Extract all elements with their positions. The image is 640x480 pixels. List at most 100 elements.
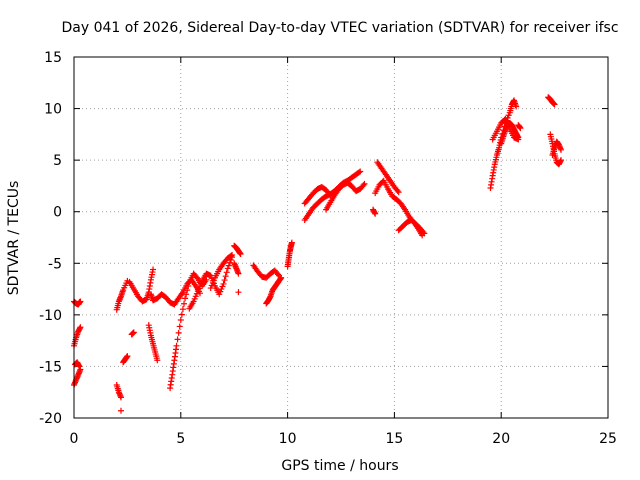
data-point <box>420 229 427 236</box>
data-point <box>274 271 281 278</box>
data-point <box>356 169 363 176</box>
data-point <box>193 274 200 281</box>
x-tick-label: 15 <box>385 431 403 447</box>
series-sat-h <box>120 353 131 366</box>
data-point <box>77 298 84 305</box>
data-point <box>176 323 183 330</box>
data-point <box>288 239 295 246</box>
y-tick-label: 5 <box>53 153 62 169</box>
data-point <box>558 157 565 164</box>
series-sat-f <box>113 381 124 401</box>
data-point <box>173 342 180 349</box>
data-point <box>178 311 185 318</box>
series-sat-g <box>117 407 124 414</box>
series-sat-ab <box>370 206 379 217</box>
data-point <box>184 287 191 294</box>
data-point <box>221 277 228 284</box>
x-tick-label: 10 <box>279 431 297 447</box>
data-point <box>225 262 232 269</box>
x-tick-label: 25 <box>599 431 617 447</box>
data-point <box>130 329 137 336</box>
series-sat-e <box>113 277 131 313</box>
data-point <box>76 363 83 370</box>
data-point <box>278 274 285 281</box>
data-point <box>357 168 364 175</box>
data-point <box>117 407 124 414</box>
data-point <box>177 317 184 324</box>
data-point <box>222 273 229 280</box>
series-sat-c <box>71 324 84 349</box>
data-point <box>183 291 190 298</box>
data-point <box>174 336 181 343</box>
data-point <box>77 324 84 331</box>
series-sat-b <box>71 366 84 388</box>
series-sat-o <box>207 252 236 292</box>
data-point <box>77 366 84 373</box>
gridlines <box>74 57 608 418</box>
data-point <box>515 134 522 141</box>
series-sat-ag <box>545 94 558 108</box>
data-point <box>513 103 520 110</box>
series-sat-u <box>284 239 295 270</box>
y-tick-label: 0 <box>53 205 62 221</box>
data-point <box>220 280 227 287</box>
x-tick-label: 5 <box>176 431 185 447</box>
series-sat-ai <box>549 138 565 158</box>
y-tick-label: 15 <box>44 50 62 66</box>
series-sat-w <box>301 183 334 207</box>
data-point <box>551 101 558 108</box>
data-point <box>227 252 234 259</box>
data-point <box>421 230 428 237</box>
data-point <box>372 210 379 217</box>
data-point <box>326 190 333 197</box>
y-tick-label: -5 <box>48 256 62 272</box>
series-sat-t <box>263 274 285 307</box>
data-point <box>361 180 368 187</box>
data-point <box>185 282 192 289</box>
data-point <box>117 394 124 401</box>
y-tick-label: -15 <box>39 359 62 375</box>
series-sat-n <box>186 254 236 312</box>
x-axis-label: GPS time / hours <box>281 458 398 474</box>
series-sat-k <box>145 322 161 364</box>
series-sat-af <box>515 122 524 132</box>
data-point <box>229 252 236 259</box>
y-tick-label: -10 <box>39 308 62 324</box>
tick-labels: 0 5 10 15 20 25 -20 -15 -10 -5 0 5 10 15 <box>39 50 617 447</box>
series-sat-z <box>374 159 402 196</box>
series-sat-r <box>235 289 242 296</box>
series-sat-x <box>323 179 368 213</box>
series-sat-m <box>167 270 210 392</box>
x-tick-label: 20 <box>492 431 510 447</box>
data-points <box>71 94 565 414</box>
data-point <box>182 295 189 302</box>
data-point <box>124 353 131 360</box>
data-point <box>235 270 242 277</box>
x-tick-label: 0 <box>70 431 79 447</box>
y-tick-label: 10 <box>44 102 62 118</box>
plot-frame <box>73 56 609 419</box>
data-point <box>394 187 401 194</box>
data-point <box>235 289 242 296</box>
series-sat-q <box>231 260 242 277</box>
chart-title: Day 041 of 2026, Sidereal Day-to-day VTE… <box>61 20 618 36</box>
data-point <box>237 251 244 258</box>
series-sat-i <box>128 329 137 338</box>
data-point <box>223 269 230 276</box>
series-sat-ae <box>498 120 522 147</box>
data-point <box>154 357 161 364</box>
data-point <box>175 329 182 336</box>
data-point <box>395 189 402 196</box>
data-point <box>517 125 524 132</box>
y-tick-label: -20 <box>39 411 62 427</box>
data-point <box>224 265 231 272</box>
y-axis-label: SDTVAR / TECUs <box>6 181 22 296</box>
series-sat-p <box>231 242 244 258</box>
series-sat-aa <box>395 216 428 237</box>
data-point <box>150 266 157 273</box>
data-point <box>360 182 367 189</box>
data-point <box>181 300 188 307</box>
data-point <box>179 306 186 313</box>
